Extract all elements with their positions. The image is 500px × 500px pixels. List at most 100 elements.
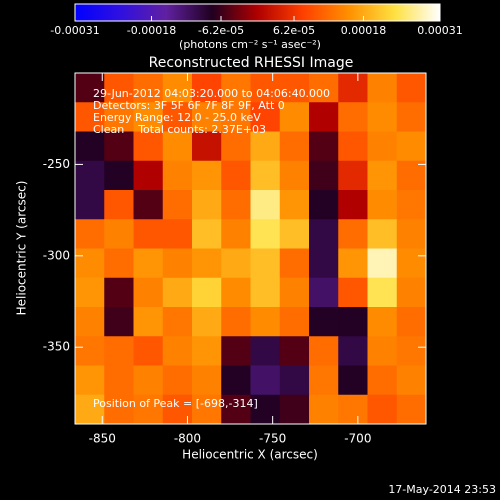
heatmap-cell [309,102,339,132]
heatmap-cell [396,131,427,162]
heatmap-cell [396,219,427,249]
heatmap-cell [367,102,398,132]
heatmap-cell [279,307,310,337]
heatmap-cell [250,307,281,337]
heatmap-cell [396,102,427,132]
heatmap-cell [75,190,105,220]
heatmap-cell [250,365,281,396]
heatmap-cell [221,365,251,396]
heatmap-cell [367,190,398,220]
x-tick-label: -700 [344,432,371,446]
x-axis-label: Heliocentric X (arcsec) [182,448,318,462]
heatmap-cell [133,219,164,249]
heatmap-cell [133,73,164,103]
heatmap-cell [104,365,134,396]
heatmap-cell [309,190,339,220]
heatmap-cell [309,277,339,308]
heatmap-cell [221,307,251,337]
heatmap-cell [104,102,134,132]
heatmap-cell [192,365,222,396]
heatmap-cell [192,219,222,249]
heatmap-cell [104,160,134,191]
heatmap-cell [338,307,368,337]
heatmap-cell [367,131,398,162]
heatmap-cell [309,160,339,191]
heatmap-cell [75,131,105,162]
heatmap-cell [75,336,105,366]
heatmap-cell [338,131,368,162]
heatmap-cell [221,394,251,425]
heatmap-cell [192,190,222,220]
colorbar-tick-label: -0.00031 [50,24,99,37]
heatmap-cell [192,307,222,337]
heatmap-cell [133,160,164,191]
heatmap-cell [338,248,368,279]
heatmap-cell [104,277,134,308]
heatmap-cell [221,219,251,249]
heatmap-cell [338,190,368,220]
colorbar-tick-label: 6.2e-05 [273,24,315,37]
heatmap-cell [221,131,251,162]
heatmap-cell [367,365,398,396]
heatmap-cell [162,277,193,308]
heatmap-cell [338,394,368,425]
colorbar-tick-label: -6.2e-05 [198,24,244,37]
heatmap-cell [133,394,164,425]
heatmap-cell [221,160,251,191]
heatmap-cell [309,131,339,162]
heatmap-cell [133,248,164,279]
heatmap-cell [133,277,164,308]
heatmap-cell [221,102,251,132]
annotation: 29-Jun-2012 04:03:20.000 to 04:06:40.000 [93,87,330,100]
heatmap-cell [279,336,310,366]
heatmap-cell [75,219,105,249]
colorbar-tick-label: 0.00031 [417,24,463,37]
x-tick-label: -750 [259,432,286,446]
heatmap-cell [367,248,398,279]
heatmap-cell [192,131,222,162]
annotation: Clean Total counts: 2.37E+03 [93,123,266,136]
heatmap-cell [133,190,164,220]
heatmap-cell [104,394,134,425]
heatmap-cell [75,277,105,308]
y-tick-label: -250 [43,157,70,171]
heatmap-cell [221,277,251,308]
heatmap-cell [279,277,310,308]
heatmap-cell [75,160,105,191]
heatmap-cell [162,131,193,162]
heatmap-cell [75,394,105,425]
heatmap-cell [250,277,281,308]
heatmap-cell [250,219,281,249]
chart-title: Reconstructed RHESSI Image [149,55,354,71]
heatmap-cell [279,73,310,103]
heatmap-cell [104,131,134,162]
heatmap-cell [309,394,339,425]
x-tick-label: -850 [89,432,116,446]
heatmap-cell [162,365,193,396]
heatmap-cell [221,190,251,220]
y-tick-label: -300 [43,248,70,262]
heatmap-cell [192,277,222,308]
heatmap-cell [396,336,427,366]
heatmap-cell [338,365,368,396]
heatmap-cell [75,365,105,396]
heatmap-cell [162,307,193,337]
colorbar-tick-label: 0.00018 [341,24,387,37]
heatmap-cell [367,394,398,425]
heatmap-cell [133,131,164,162]
heatmap-cell [279,160,310,191]
heatmap-cell [192,160,222,191]
heatmap-cell [250,131,281,162]
heatmap-cell [250,190,281,220]
heatmap-cell [396,365,427,396]
heatmap-cell [104,336,134,366]
heatmap-cell [133,336,164,366]
annotation: Energy Range: 12.0 - 25.0 keV [93,111,261,124]
heatmap-cell [162,160,193,191]
heatmap-cell [162,336,193,366]
heatmap-cell [367,307,398,337]
heatmap-cell [338,336,368,366]
heatmap-cell [162,190,193,220]
